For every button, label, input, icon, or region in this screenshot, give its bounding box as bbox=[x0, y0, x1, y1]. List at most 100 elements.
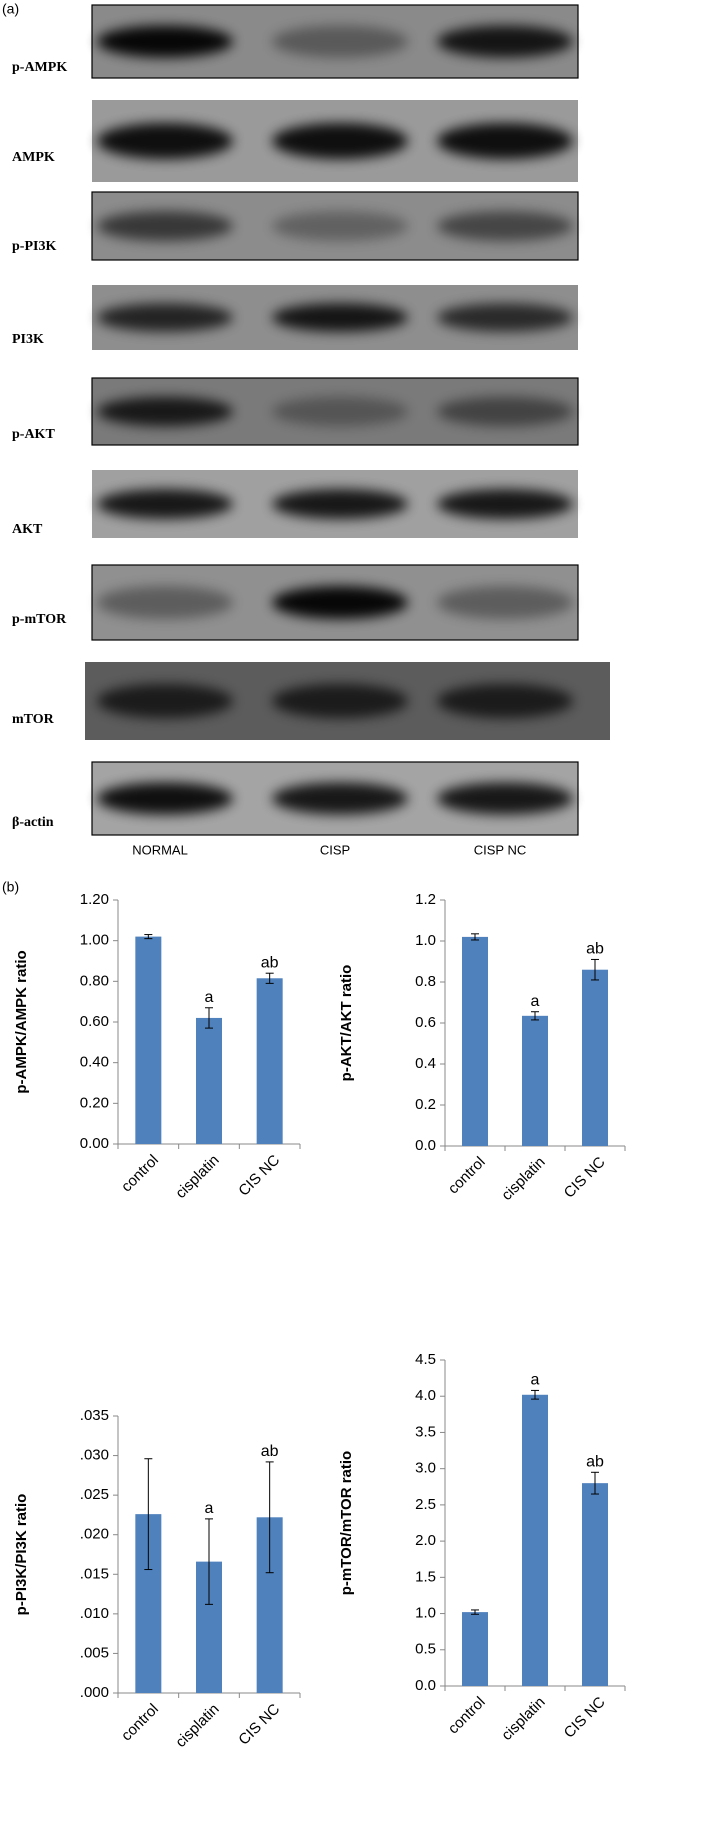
bar-annotation: a bbox=[205, 989, 214, 1006]
blot-band bbox=[437, 396, 573, 427]
blot-label: mTOR bbox=[12, 712, 55, 727]
bar bbox=[462, 1612, 488, 1686]
panel-label: (b) bbox=[2, 879, 19, 895]
y-tick-label: 1.0 bbox=[415, 932, 436, 949]
bar-annotation: a bbox=[531, 993, 540, 1010]
x-tick-label: control bbox=[118, 1701, 162, 1745]
blot-band bbox=[437, 122, 573, 160]
y-axis-title: p-AKT/AKT ratio bbox=[338, 965, 355, 1082]
bar bbox=[522, 1394, 548, 1686]
x-tick-label: cisplatin bbox=[498, 1694, 548, 1744]
y-tick-label: .030 bbox=[80, 1447, 109, 1464]
blot-label: p-AKT bbox=[12, 427, 55, 442]
lane-label: CISP NC bbox=[474, 842, 527, 857]
y-tick-label: 0.60 bbox=[80, 1013, 109, 1030]
error-bar bbox=[531, 1011, 539, 1021]
lane-label: CISP bbox=[320, 842, 350, 857]
x-tick-label: cisplatin bbox=[498, 1154, 548, 1204]
x-tick-label: control bbox=[118, 1152, 162, 1196]
blot-band bbox=[437, 782, 573, 815]
error-bar bbox=[205, 1518, 213, 1605]
blot-band bbox=[272, 683, 408, 719]
x-tick-label: cisplatin bbox=[172, 1152, 222, 1202]
blot-band bbox=[437, 586, 573, 619]
blot-label: p-mTOR bbox=[12, 612, 67, 627]
error-bar bbox=[144, 934, 153, 940]
blot-label: PI3K bbox=[12, 332, 44, 347]
y-tick-label: 0.20 bbox=[80, 1094, 109, 1111]
blot-band bbox=[272, 782, 408, 815]
bar bbox=[582, 1483, 608, 1686]
panel-label: (a) bbox=[2, 1, 19, 17]
blot-label: p-AMPK bbox=[12, 60, 67, 75]
y-tick-label: 4.0 bbox=[415, 1387, 436, 1404]
blot-band bbox=[97, 211, 233, 241]
bar bbox=[462, 936, 488, 1146]
error-bar bbox=[265, 972, 274, 984]
error-bar bbox=[471, 1609, 479, 1615]
error-bar bbox=[265, 1461, 274, 1574]
blot-band bbox=[97, 782, 233, 815]
blot-label: AMPK bbox=[12, 150, 55, 165]
blot-band bbox=[272, 122, 408, 160]
blot-label: AKT bbox=[12, 522, 43, 537]
y-tick-label: 0.00 bbox=[80, 1135, 109, 1152]
bar bbox=[135, 936, 162, 1144]
bar-annotation: ab bbox=[261, 1443, 279, 1460]
error-bar bbox=[591, 958, 599, 981]
y-tick-label: 0.2 bbox=[415, 1096, 436, 1113]
y-tick-label: 0.5 bbox=[415, 1641, 436, 1658]
y-tick-label: 0.0 bbox=[415, 1677, 436, 1694]
blot-band bbox=[97, 586, 233, 619]
lane-label: NORMAL bbox=[132, 842, 188, 857]
blot-band bbox=[272, 25, 408, 58]
bar bbox=[256, 978, 283, 1144]
y-tick-label: 3.0 bbox=[415, 1460, 436, 1477]
y-tick-label: .000 bbox=[80, 1684, 109, 1701]
blot-band bbox=[97, 122, 233, 160]
x-tick-label: CIS NC bbox=[235, 1152, 283, 1200]
y-tick-label: .025 bbox=[80, 1486, 109, 1503]
bar bbox=[522, 1015, 548, 1146]
y-tick-label: .035 bbox=[80, 1407, 109, 1424]
y-tick-label: .015 bbox=[80, 1565, 109, 1582]
y-tick-label: 1.00 bbox=[80, 932, 109, 949]
y-tick-label: 0.6 bbox=[415, 1014, 436, 1031]
x-tick-label: CIS NC bbox=[561, 1694, 609, 1742]
y-tick-label: 1.2 bbox=[415, 891, 436, 908]
y-tick-label: .020 bbox=[80, 1526, 109, 1543]
blot-band bbox=[272, 211, 408, 241]
y-tick-label: 1.20 bbox=[80, 891, 109, 908]
y-tick-label: 0.8 bbox=[415, 973, 436, 990]
blot-band bbox=[97, 683, 233, 719]
bar bbox=[582, 969, 608, 1146]
x-tick-label: CIS NC bbox=[561, 1154, 609, 1202]
blot-band bbox=[272, 489, 408, 519]
blot-band bbox=[437, 683, 573, 719]
error-bar bbox=[205, 1007, 213, 1029]
blot-band bbox=[97, 489, 233, 519]
blot-label: β-actin bbox=[12, 815, 54, 830]
y-tick-label: 2.5 bbox=[415, 1496, 436, 1513]
blot-band bbox=[437, 303, 573, 332]
x-tick-label: control bbox=[445, 1154, 489, 1198]
bar-annotation: ab bbox=[586, 1454, 604, 1471]
blot-label: p-PI3K bbox=[12, 239, 56, 254]
bar-annotation: a bbox=[205, 1500, 214, 1517]
y-tick-label: 0.4 bbox=[415, 1055, 436, 1072]
blot-band bbox=[272, 396, 408, 427]
y-tick-label: 1.5 bbox=[415, 1568, 436, 1585]
error-bar bbox=[471, 933, 479, 941]
error-bar bbox=[591, 1471, 599, 1495]
y-axis-title: p-PI3K/PI3K ratio bbox=[13, 1494, 30, 1616]
blot-band bbox=[272, 586, 408, 619]
y-tick-label: 0.80 bbox=[80, 972, 109, 989]
blot-band bbox=[97, 396, 233, 427]
blot-band bbox=[437, 489, 573, 519]
bar-annotation: a bbox=[531, 1372, 540, 1389]
x-tick-label: CIS NC bbox=[235, 1701, 283, 1749]
y-axis-title: p-AMPK/AMPK ratio bbox=[13, 950, 30, 1093]
blot-band bbox=[97, 25, 233, 58]
bar bbox=[196, 1017, 222, 1144]
